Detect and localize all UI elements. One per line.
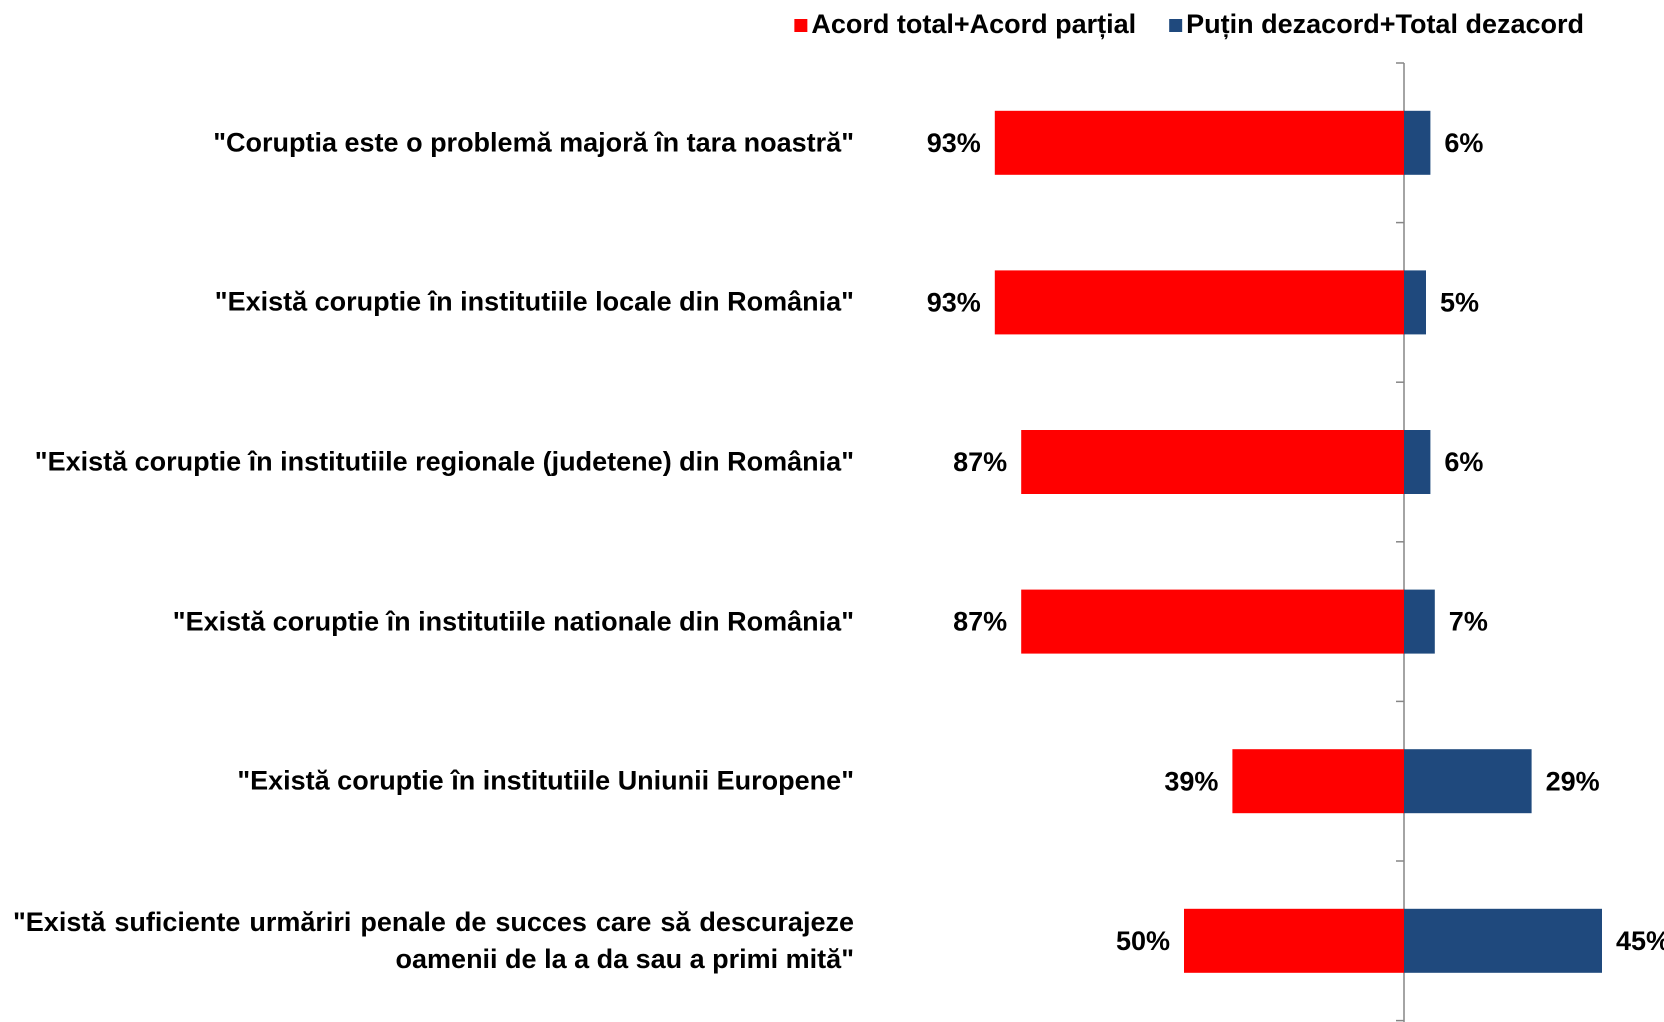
data-label: 6%	[1444, 128, 1483, 158]
bar	[1021, 430, 1404, 494]
bar	[1021, 589, 1404, 654]
bar	[994, 110, 1404, 175]
category-label: "Există coruptie în institutiile Uniunii…	[237, 765, 854, 796]
data-label: 87%	[953, 447, 1007, 477]
bar	[1404, 749, 1532, 814]
data-label: 39%	[1164, 766, 1218, 796]
legend-label: Acord total+Acord parțial	[811, 9, 1136, 39]
data-label: 6%	[1444, 447, 1483, 477]
bar	[1404, 430, 1431, 494]
bar	[1184, 908, 1404, 973]
data-label: 29%	[1546, 766, 1600, 796]
data-label: 5%	[1440, 288, 1479, 318]
legend-swatch	[794, 19, 808, 32]
bar	[1232, 749, 1404, 814]
category-label: "Există coruptie în institutiile nationa…	[172, 606, 854, 637]
data-label: 7%	[1449, 607, 1488, 637]
data-label: 93%	[927, 128, 981, 158]
data-label: 50%	[1116, 926, 1170, 956]
legend-swatch	[1169, 19, 1183, 32]
bar	[1404, 110, 1431, 175]
category-label: "Există coruptie în institutiile locale …	[214, 286, 854, 317]
bar	[1404, 270, 1426, 335]
bar	[1404, 908, 1602, 973]
legend-label: Puțin dezacord+Total dezacord	[1186, 9, 1584, 39]
category-label: "Există suficiente urmăriri penale de su…	[13, 906, 854, 974]
data-label: 87%	[953, 607, 1007, 637]
category-label: "Există coruptie în institutiile regiona…	[34, 446, 854, 477]
bar	[994, 270, 1404, 335]
category-label: "Coruptia este o problemă majoră în tara…	[213, 127, 854, 158]
data-label: 45%	[1616, 926, 1664, 956]
data-label: 93%	[927, 288, 981, 318]
bar	[1404, 589, 1435, 654]
